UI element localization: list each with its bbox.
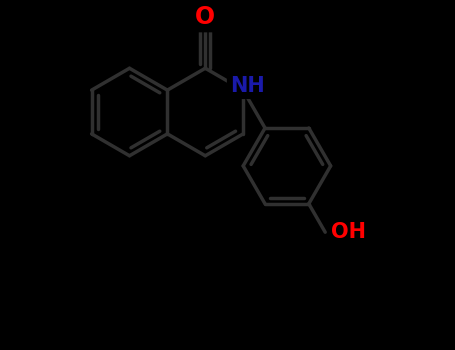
- Text: O: O: [195, 5, 215, 29]
- Text: OH: OH: [332, 222, 366, 242]
- Text: NH: NH: [230, 76, 265, 96]
